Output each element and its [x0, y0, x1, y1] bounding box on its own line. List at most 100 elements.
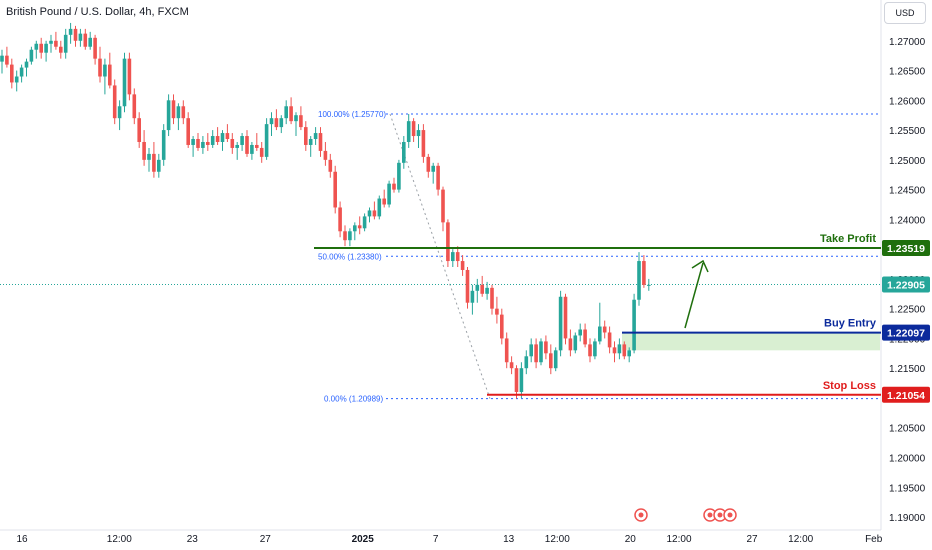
candle-body [98, 58, 102, 77]
candle-body [250, 144, 254, 154]
candle-body [348, 231, 352, 241]
candle-body [14, 76, 19, 83]
time-tick-label: 23 [187, 534, 199, 545]
candle-body [406, 121, 411, 142]
candle-body [583, 329, 587, 345]
candle-body [416, 130, 421, 137]
stop-loss-price-value: 1.21054 [887, 390, 925, 402]
candle-body [338, 207, 342, 232]
candle-body [593, 341, 597, 357]
time-tick-label: 2025 [352, 534, 375, 545]
price-tick-label: 1.26500 [889, 67, 926, 78]
candle-body [607, 332, 612, 348]
candle-body [289, 106, 293, 122]
candle-body [455, 252, 460, 262]
currency-button[interactable]: USD [884, 2, 926, 24]
fib-level-label: 0.00% (1.20989) [324, 395, 383, 404]
candle-body [539, 341, 543, 363]
price-tick-label: 1.20500 [889, 424, 926, 435]
candle-body [392, 183, 396, 190]
time-tick-label: 7 [433, 534, 439, 545]
candle-body [54, 40, 58, 47]
candle-body [602, 326, 607, 333]
candle-body [103, 64, 107, 77]
candle-body [397, 162, 401, 190]
projection-arrowhead [691, 259, 709, 273]
price-tick-label: 1.22500 [889, 305, 926, 316]
candle-body [529, 344, 533, 357]
candle-body [465, 269, 470, 303]
buy-entry-label: Buy Entry [824, 318, 877, 330]
candle-body [206, 141, 210, 145]
candle-body [598, 326, 602, 342]
fib-level-label: 100.00% (1.25770) [318, 110, 386, 119]
candle-body [441, 189, 445, 223]
stop-loss-label: Stop Loss [823, 380, 876, 392]
fib-trend-line [389, 113, 491, 399]
candle-body [108, 64, 112, 86]
event-flag-dot [707, 512, 713, 518]
candle-body [215, 136, 220, 142]
price-tick-label: 1.25000 [889, 156, 926, 167]
candle-body [617, 344, 622, 354]
candle-body [127, 58, 132, 95]
candle-body [49, 40, 53, 44]
candle-body [642, 261, 646, 285]
candle-body [201, 141, 205, 148]
candle-body [225, 133, 230, 140]
candle-body [152, 153, 156, 172]
candle-body [647, 284, 651, 286]
candle-body [558, 296, 563, 351]
candle-body [534, 344, 538, 363]
candle-body [470, 290, 475, 303]
candle-body [68, 28, 73, 35]
candle-body [264, 124, 269, 157]
price-tick-label: 1.21500 [889, 364, 926, 375]
candle-body [343, 231, 347, 241]
candle-body [240, 136, 244, 145]
candle-body [333, 171, 337, 208]
time-tick-label: 12:00 [666, 534, 691, 545]
candle-body [137, 118, 141, 142]
candle-body [313, 133, 318, 140]
candle-body [568, 338, 573, 351]
candle-body [117, 106, 122, 119]
candle-body [161, 130, 166, 160]
candle-body [10, 64, 14, 83]
candle-body [514, 368, 519, 393]
candle-body [294, 115, 298, 122]
candle-body [83, 33, 88, 47]
candle-body [431, 165, 435, 172]
price-tick-label: 1.25500 [889, 126, 926, 137]
candle-body [308, 139, 313, 145]
time-tick-label: 12:00 [107, 534, 132, 545]
current-price-value: 1.22905 [887, 280, 925, 292]
candle-body [284, 106, 288, 119]
stop-loss-price-badge [882, 386, 930, 403]
candle-body [490, 287, 494, 309]
candle-body [186, 118, 190, 145]
candle-body [495, 308, 499, 315]
candle-body [362, 216, 367, 229]
candle-body [304, 127, 308, 145]
candle-body [0, 55, 4, 62]
symbol-title: British Pound / U.S. Dollar, 4h, FXCM [6, 6, 189, 18]
candle-body [637, 261, 641, 300]
candle-body [622, 344, 627, 357]
time-tick-label: 13 [503, 534, 515, 545]
candle-body [411, 121, 416, 137]
candle-body [73, 28, 78, 41]
candle-body [255, 144, 259, 148]
candle-body [480, 284, 484, 294]
candle-body [372, 210, 377, 217]
candle-body [210, 136, 215, 145]
candle-body [176, 106, 181, 119]
candle-body [59, 46, 63, 53]
candle-body [549, 353, 553, 369]
candle-body [544, 341, 548, 354]
event-flag-dot [638, 512, 644, 518]
price-tick-label: 1.19500 [889, 483, 926, 494]
time-tick-label: 12:00 [545, 534, 570, 545]
candle-body [451, 252, 455, 262]
